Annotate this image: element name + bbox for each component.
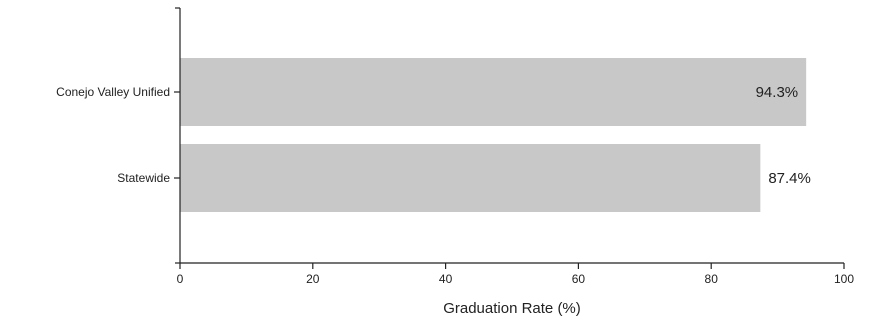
x-axis-title: Graduation Rate (%) (443, 300, 581, 317)
labels-group: 0 20 40 60 80 100 Conejo Valley Unified Statewi… (56, 84, 854, 286)
bar-0 (180, 58, 807, 126)
x-tick-label-2: 40 (439, 272, 453, 286)
x-tick-label-4: 80 (705, 272, 719, 286)
bars-group (180, 58, 807, 212)
category-label-1: Statewide (117, 171, 170, 185)
x-tick-label-1: 20 (306, 272, 320, 286)
x-tick-label-3: 60 (572, 272, 586, 286)
bar-1 (180, 144, 761, 212)
x-tick-label-0: 0 (177, 272, 184, 286)
x-tick-label-5: 100 (834, 272, 854, 286)
axes-group (174, 7, 845, 269)
value-label-1: 87.4% (768, 170, 811, 187)
value-label-0: 94.3% (756, 84, 799, 101)
category-label-0: Conejo Valley Unified (56, 85, 170, 99)
